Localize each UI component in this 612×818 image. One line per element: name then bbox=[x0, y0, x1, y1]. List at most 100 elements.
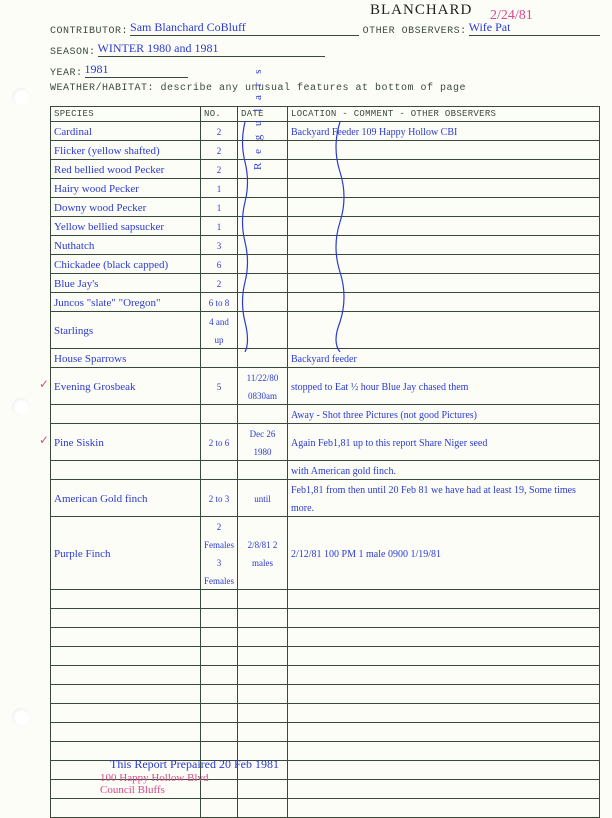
species-cell bbox=[51, 461, 201, 480]
table-row: Downy wood Pecker1 bbox=[51, 198, 600, 217]
table-row: Red bellied wood Pecker2 bbox=[51, 160, 600, 179]
no-cell: 2 bbox=[201, 274, 238, 293]
species-cell: Chickadee (black capped) bbox=[51, 255, 201, 274]
date-cell: until bbox=[238, 480, 288, 517]
location-cell bbox=[288, 666, 600, 685]
no-cell: 2 bbox=[201, 141, 238, 160]
contributor-value: Sam Blanchard CoBluff bbox=[130, 20, 246, 34]
table-row bbox=[51, 685, 600, 704]
table-row bbox=[51, 666, 600, 685]
no-cell bbox=[201, 590, 238, 609]
location-cell bbox=[288, 780, 600, 799]
table-row: Nuthatch3 bbox=[51, 236, 600, 255]
season-label: SEASON: bbox=[50, 47, 96, 58]
table-row: ✓Evening Grosbeak511/22/80 0830amstopped… bbox=[51, 368, 600, 405]
table-row: Hairy wood Pecker1 bbox=[51, 179, 600, 198]
no-cell: 2 to 3 bbox=[201, 480, 238, 517]
species-cell: Blue Jay's bbox=[51, 274, 201, 293]
footer-blue-note: This Report Prepaired 20 Feb 1981 bbox=[110, 757, 279, 772]
species-cell: Purple Finch bbox=[51, 517, 201, 590]
no-cell bbox=[201, 685, 238, 704]
table-row: Blue Jay's2 bbox=[51, 274, 600, 293]
no-cell bbox=[201, 799, 238, 818]
location-cell: Away - Shot three Pictures (not good Pic… bbox=[288, 405, 600, 424]
no-cell: 6 bbox=[201, 255, 238, 274]
other-obs-value: Wife Pat bbox=[469, 20, 511, 34]
table-row: Cardinal2Backyard Feeder 109 Happy Hollo… bbox=[51, 122, 600, 141]
no-cell bbox=[201, 666, 238, 685]
date-cell bbox=[238, 780, 288, 799]
table-row: American Gold finch2 to 3untilFeb1,81 fr… bbox=[51, 480, 600, 517]
no-cell: 2 bbox=[201, 122, 238, 141]
location-cell bbox=[288, 723, 600, 742]
table-row bbox=[51, 609, 600, 628]
location-cell: with American gold finch. bbox=[288, 461, 600, 480]
date-cell bbox=[238, 461, 288, 480]
no-cell: 2 bbox=[201, 160, 238, 179]
location-cell bbox=[288, 685, 600, 704]
species-cell: Juncos "slate" "Oregon" bbox=[51, 293, 201, 312]
species-cell: Red bellied wood Pecker bbox=[51, 160, 201, 179]
season-value: WINTER 1980 and 1981 bbox=[98, 41, 219, 55]
no-cell bbox=[201, 647, 238, 666]
species-cell: Downy wood Pecker bbox=[51, 198, 201, 217]
no-cell: 2 Females 3 Females bbox=[201, 517, 238, 590]
header-name-black: BLANCHARD bbox=[370, 2, 472, 19]
date-cell bbox=[238, 799, 288, 818]
location-cell bbox=[288, 704, 600, 723]
species-cell: Flicker (yellow shafted) bbox=[51, 141, 201, 160]
location-cell: Again Feb1,81 up to this report Share Ni… bbox=[288, 424, 600, 461]
no-cell: 4 and up bbox=[201, 312, 238, 349]
location-cell: Feb1,81 from then until 20 Feb 81 we hav… bbox=[288, 480, 600, 517]
no-cell: 1 bbox=[201, 217, 238, 236]
no-cell: 3 bbox=[201, 236, 238, 255]
table-row: Away - Shot three Pictures (not good Pic… bbox=[51, 405, 600, 424]
contributor-label: CONTRIBUTOR: bbox=[50, 26, 128, 37]
form-page: CONTRIBUTOR: Sam Blanchard CoBluff OTHER… bbox=[50, 20, 600, 818]
table-row: House SparrowsBackyard feeder bbox=[51, 349, 600, 368]
location-cell bbox=[288, 609, 600, 628]
table-row bbox=[51, 647, 600, 666]
no-cell bbox=[201, 723, 238, 742]
location-cell: stopped to Eat ½ hour Blue Jay chased th… bbox=[288, 368, 600, 405]
no-cell bbox=[201, 628, 238, 647]
other-obs-label: OTHER OBSERVERS: bbox=[363, 26, 467, 37]
species-cell bbox=[51, 609, 201, 628]
table-row bbox=[51, 590, 600, 609]
table-row bbox=[51, 799, 600, 818]
location-cell bbox=[288, 590, 600, 609]
no-cell: 1 bbox=[201, 198, 238, 217]
species-cell: Cardinal bbox=[51, 122, 201, 141]
footer-pink-note: 100 Happy Hollow BlvdCouncil Bluffs bbox=[100, 772, 208, 796]
table-row: Flicker (yellow shafted)2 bbox=[51, 141, 600, 160]
table-header: NO. bbox=[201, 107, 238, 122]
table-row bbox=[51, 628, 600, 647]
date-cell bbox=[238, 704, 288, 723]
table-header: SPECIES bbox=[51, 107, 201, 122]
date-cell bbox=[238, 590, 288, 609]
species-cell bbox=[51, 590, 201, 609]
date-cell bbox=[238, 609, 288, 628]
species-cell: Hairy wood Pecker bbox=[51, 179, 201, 198]
species-cell bbox=[51, 685, 201, 704]
date-cell bbox=[238, 685, 288, 704]
date-cell bbox=[238, 666, 288, 685]
location-cell bbox=[288, 761, 600, 780]
location-cell bbox=[288, 647, 600, 666]
no-cell bbox=[201, 349, 238, 368]
species-cell bbox=[51, 628, 201, 647]
location-cell bbox=[288, 742, 600, 761]
table-row: Starlings4 and up bbox=[51, 312, 600, 349]
date-cell: 2/8/81 2 males bbox=[238, 517, 288, 590]
location-cell bbox=[288, 628, 600, 647]
species-cell bbox=[51, 704, 201, 723]
table-row: Chickadee (black capped)6 bbox=[51, 255, 600, 274]
table-row bbox=[51, 723, 600, 742]
squiggle-left bbox=[238, 122, 252, 352]
no-cell: 5 bbox=[201, 368, 238, 405]
species-cell bbox=[51, 405, 201, 424]
location-cell: 2/12/81 100 PM 1 male 0900 1/19/81 bbox=[288, 517, 600, 590]
date-cell bbox=[238, 628, 288, 647]
red-check-icon: ✓ bbox=[39, 377, 49, 392]
table-row bbox=[51, 704, 600, 723]
